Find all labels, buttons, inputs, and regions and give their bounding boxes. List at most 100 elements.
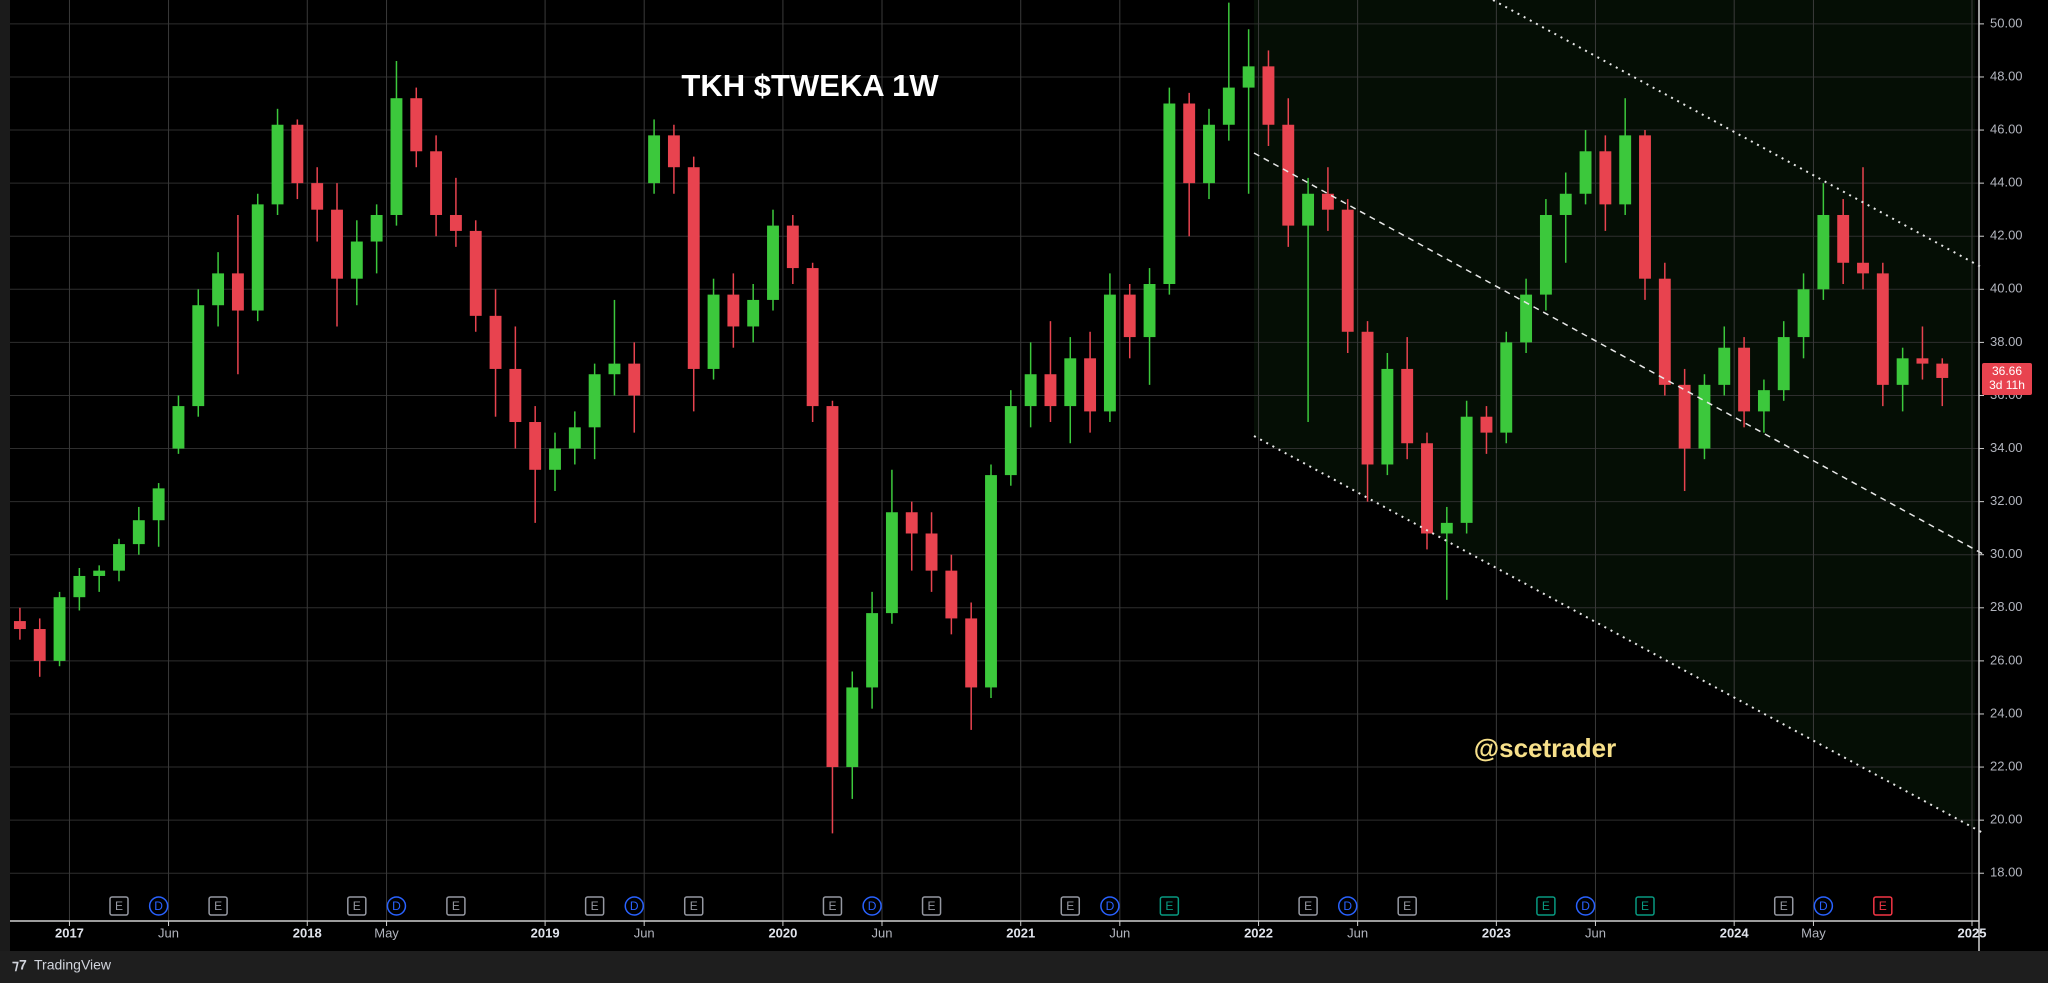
event-label: E — [1165, 899, 1173, 913]
candle-body — [707, 294, 720, 369]
event-marker — [386, 896, 407, 916]
candle-body — [1876, 273, 1889, 385]
y-tick-label: 34.00 — [1990, 440, 2023, 455]
candle-body — [73, 575, 86, 598]
candle-body — [1044, 374, 1057, 407]
candle-body — [529, 422, 542, 470]
candle-body — [965, 618, 978, 688]
candle-body — [509, 368, 522, 423]
x-tick-label: 2022 — [1244, 925, 1273, 940]
x-tick-label: 2024 — [1720, 925, 1750, 940]
y-tick-label: 42.00 — [1990, 228, 2023, 243]
candle-body — [1698, 384, 1711, 449]
x-tick-label: 2019 — [531, 925, 560, 940]
candle-body — [1757, 390, 1770, 412]
candle-body — [1480, 416, 1493, 433]
y-tick-label: 50.00 — [1990, 15, 2023, 30]
event-label: E — [1304, 899, 1312, 913]
event-marker — [208, 896, 228, 916]
candle-body — [588, 374, 601, 428]
candle-body — [1539, 214, 1552, 295]
x-tick-label: 2025 — [1958, 925, 1987, 940]
candle-body — [1936, 363, 1949, 378]
candle-body — [1302, 193, 1315, 226]
candle-body — [786, 225, 799, 269]
event-marker — [822, 896, 843, 916]
candle-body — [449, 214, 462, 231]
brand-logo: ⁊7 — [12, 957, 27, 973]
event-marker — [624, 896, 645, 916]
candle-body — [1321, 193, 1334, 210]
candle-body — [311, 183, 324, 210]
candle-body — [291, 124, 304, 184]
candle-body — [846, 687, 859, 768]
x-tick-label: 2021 — [1006, 925, 1035, 940]
event-label: D — [1819, 899, 1828, 913]
chart-title: TKH $TWEKA 1W — [681, 68, 939, 103]
candle-body — [1738, 347, 1751, 412]
event-label: E — [214, 899, 222, 913]
candle-body — [1163, 103, 1176, 284]
event-label: E — [1641, 899, 1649, 913]
event-marker — [446, 896, 466, 916]
y-tick-label: 20.00 — [1990, 812, 2023, 827]
candle-body — [608, 363, 621, 375]
event-label: D — [868, 899, 877, 913]
event-label: D — [154, 899, 163, 913]
last-price-box — [1982, 362, 2032, 395]
candle-body — [350, 241, 363, 279]
candle-body — [985, 475, 997, 688]
candle-body — [251, 204, 264, 311]
x-tick-label: Jun — [158, 925, 179, 940]
y-tick-label: 26.00 — [1990, 652, 2023, 667]
y-tick-label: 38.00 — [1990, 334, 2023, 349]
y-tick-label: 46.00 — [1990, 121, 2023, 136]
event-label: E — [1403, 899, 1411, 913]
candle-body — [1639, 135, 1651, 279]
candle-body — [1143, 283, 1156, 338]
x-tick-label: 2018 — [293, 925, 322, 940]
candle-body — [152, 488, 165, 521]
event-label: E — [928, 899, 936, 913]
candle-body — [648, 135, 661, 184]
candle-body — [1857, 262, 1869, 274]
candle-body — [271, 124, 284, 205]
y-tick-label: 30.00 — [1990, 546, 2023, 561]
candle-body — [1559, 193, 1572, 215]
y-tick-label: 22.00 — [1990, 758, 2023, 773]
x-tick-label: Jun — [634, 925, 655, 940]
candle-body — [568, 427, 581, 449]
y-tick-label: 44.00 — [1990, 175, 2023, 190]
y-tick-label: 32.00 — [1990, 493, 2023, 508]
candle-body — [231, 273, 244, 311]
candle-body — [925, 533, 938, 571]
candle-body — [1460, 416, 1473, 523]
y-tick-label: 28.00 — [1990, 599, 2023, 614]
event-label: E — [115, 899, 123, 913]
candle-body — [1123, 294, 1136, 338]
candle-body — [1500, 342, 1513, 433]
event-marker — [347, 896, 367, 916]
candle-body — [1242, 66, 1255, 88]
event-marker — [584, 896, 605, 916]
candle-body — [33, 629, 46, 661]
event-marker — [1100, 896, 1120, 916]
brand[interactable]: TradingView — [34, 957, 112, 973]
event-label: D — [1106, 899, 1115, 913]
event-marker — [1159, 896, 1180, 916]
candle-body — [1064, 358, 1077, 407]
event-marker — [1298, 896, 1318, 916]
candle-body — [1817, 214, 1830, 290]
candle-body — [1520, 294, 1533, 343]
candle-body — [1678, 384, 1691, 449]
candle-body — [1024, 374, 1037, 407]
candle-body — [1381, 368, 1394, 465]
candle-body — [1718, 347, 1731, 385]
candle-body — [1262, 66, 1275, 125]
event-label: D — [1343, 899, 1352, 913]
channel-fill — [1254, 0, 1975, 829]
x-tick-label: Jun — [1109, 925, 1130, 940]
candle-body — [945, 570, 958, 619]
